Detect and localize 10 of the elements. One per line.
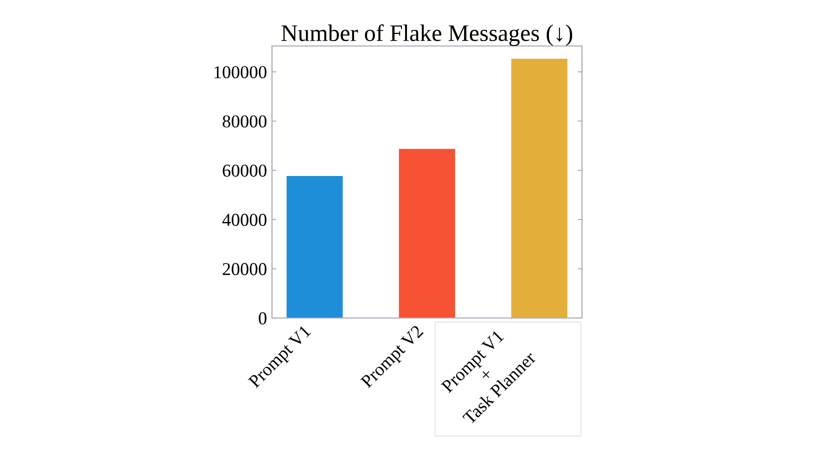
y-tick-label: 40000 (222, 214, 266, 226)
y-tick-label: 60000 (222, 164, 266, 177)
chart-title: Number of Flake Messages (↓) (281, 24, 572, 46)
bar (511, 58, 568, 318)
y-tick-label: 0 (258, 312, 266, 324)
bar (398, 148, 456, 318)
bar (286, 176, 343, 318)
y-tick-label: 20000 (222, 263, 266, 276)
y-tick-label: 100000 (214, 66, 266, 78)
y-tick-label: 80000 (222, 115, 266, 128)
